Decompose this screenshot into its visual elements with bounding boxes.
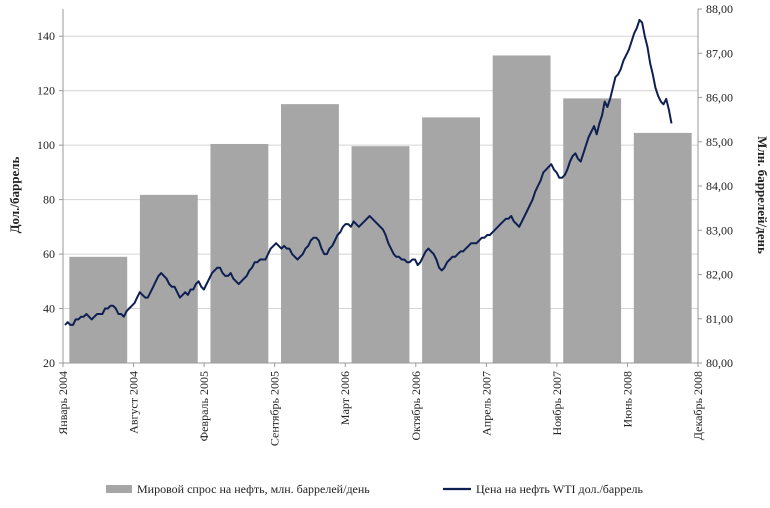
price-line-group bbox=[64, 18, 673, 326]
left-tick-label: 120 bbox=[37, 84, 55, 98]
left-axis-title: Дол./баррель bbox=[7, 156, 22, 233]
right-tick-label: 88,00 bbox=[706, 2, 733, 16]
right-tick-label: 86,00 bbox=[706, 91, 733, 105]
demand-bar bbox=[69, 256, 128, 363]
demand-bars bbox=[69, 55, 692, 364]
right-tick-label: 85,00 bbox=[706, 135, 733, 149]
legend-line-label: Цена на нефть WTI дол./баррель bbox=[476, 482, 644, 496]
right-tick-label: 81,00 bbox=[706, 312, 733, 326]
left-tick-label: 20 bbox=[43, 356, 55, 370]
demand-bar bbox=[351, 146, 410, 363]
x-axis-ticks: Январь 2004 Август 2004 Февраль 2005 Сентяб… bbox=[56, 363, 705, 446]
x-tick-label: Январь 2004 bbox=[56, 371, 70, 435]
x-tick-label: Февраль 2005 bbox=[197, 371, 211, 441]
x-tick-label: Ноябрь 2007 bbox=[550, 371, 564, 436]
legend: Мировой спрос на нефть, млн. баррелей/де… bbox=[106, 482, 644, 496]
right-tick-label: 82,00 bbox=[706, 268, 733, 282]
legend-bar-label: Мировой спрос на нефть, млн. баррелей/де… bbox=[137, 482, 370, 496]
demand-bar bbox=[281, 104, 339, 363]
x-tick-label: Август 2004 bbox=[127, 371, 141, 434]
x-tick-label: Сентябрь 2005 bbox=[268, 371, 282, 446]
x-tick-label: Декабрь 2008 bbox=[691, 371, 705, 440]
left-tick-label: 60 bbox=[43, 247, 55, 261]
left-tick-label: 100 bbox=[37, 138, 55, 152]
demand-bar bbox=[633, 132, 692, 363]
right-tick-label: 84,00 bbox=[706, 179, 733, 193]
x-tick-label: Март 2006 bbox=[338, 371, 352, 425]
left-tick-label: 80 bbox=[43, 193, 55, 207]
right-tick-label: 80,00 bbox=[706, 356, 733, 370]
legend-bar-swatch bbox=[106, 485, 132, 493]
right-axis-ticks: 80,00 81,00 82,00 83,00 84,00 85,00 86,00 87,00… bbox=[698, 2, 733, 370]
demand-bar bbox=[563, 98, 622, 363]
left-tick-label: 140 bbox=[37, 29, 55, 43]
left-tick-label: 40 bbox=[43, 302, 55, 316]
x-tick-label: Октябрь 2006 bbox=[409, 371, 423, 441]
right-axis-title: Млн. баррелей/день bbox=[755, 136, 770, 254]
x-tick-label: Июнь 2008 bbox=[620, 371, 634, 428]
price-line bbox=[64, 18, 673, 326]
demand-bar bbox=[139, 194, 198, 363]
demand-bar bbox=[210, 143, 269, 363]
right-tick-label: 87,00 bbox=[706, 46, 733, 60]
left-axis-ticks: 20 40 60 80 100 120 140 bbox=[37, 29, 63, 370]
x-tick-label: Апрель 2007 bbox=[479, 371, 493, 436]
demand-bar bbox=[492, 55, 551, 364]
right-tick-label: 83,00 bbox=[706, 223, 733, 237]
demand-bar bbox=[422, 117, 480, 363]
